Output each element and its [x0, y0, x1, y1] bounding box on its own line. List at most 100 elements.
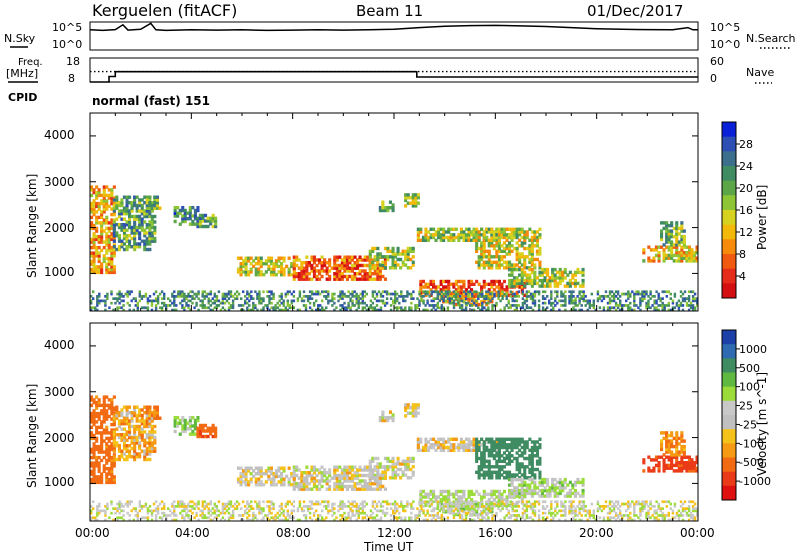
- power-cell: [321, 306, 324, 310]
- velocity-cell: [680, 458, 684, 462]
- velocity-cell: [492, 489, 496, 494]
- velocity-cell: [295, 468, 299, 472]
- velocity-cell: [315, 468, 319, 472]
- power-cell: [692, 251, 696, 255]
- velocity-cell: [530, 454, 534, 458]
- power-cell: [276, 301, 279, 305]
- velocity-cell: [540, 494, 544, 498]
- power-cell: [623, 304, 626, 307]
- power-cell: [513, 299, 516, 303]
- power-cell: [404, 263, 408, 267]
- power-cell: [312, 261, 316, 265]
- velocity-cell: [472, 507, 476, 511]
- power-cell: [608, 308, 612, 311]
- power-cell: [662, 243, 666, 247]
- power-cell: [280, 295, 283, 298]
- velocity-cell: [495, 451, 499, 455]
- power-cell: [485, 255, 489, 259]
- velocity-cell: [95, 420, 99, 424]
- velocity-cell: [520, 495, 524, 499]
- power-cell: [635, 304, 638, 307]
- power-cell: [229, 306, 233, 310]
- power-cell: [387, 292, 391, 296]
- velocity-cell: [695, 466, 698, 470]
- power-cell: [495, 304, 498, 307]
- velocity-cell: [371, 459, 375, 463]
- velocity-cell: [106, 502, 109, 506]
- velocity-cell: [315, 473, 319, 478]
- power-cell: [470, 297, 474, 301]
- velocity-cell: [95, 431, 99, 435]
- velocity-cell: [573, 491, 577, 496]
- velocity-cell: [533, 483, 537, 487]
- velocity-cell: [492, 454, 496, 458]
- velocity-cell: [92, 453, 96, 457]
- velocity-cell: [305, 465, 309, 469]
- power-cell: [462, 308, 466, 311]
- power-cbar-tick-label: 16: [739, 204, 753, 217]
- power-cell: [578, 297, 581, 300]
- power-cell: [475, 246, 479, 251]
- power-cell: [687, 245, 691, 249]
- power-cell: [97, 204, 101, 209]
- velocity-cell: [675, 458, 679, 462]
- velocity-cell: [112, 428, 116, 432]
- velocity-cell: [528, 437, 532, 441]
- velocity-cell: [535, 448, 539, 452]
- velocity-cell: [297, 484, 301, 489]
- velocity-cell: [667, 447, 671, 452]
- velocity-cell: [538, 494, 542, 498]
- power-cell: [483, 297, 486, 300]
- power-cell: [302, 274, 306, 279]
- power-cell: [394, 306, 397, 310]
- power-cell: [452, 290, 456, 294]
- power-cell: [117, 234, 121, 238]
- velocity-cell: [145, 405, 149, 409]
- power-cell: [631, 308, 634, 311]
- nsky-panel-frame: [89, 21, 699, 51]
- velocity-cell: [523, 470, 527, 474]
- velocity-cell: [391, 456, 395, 461]
- power-cell: [675, 226, 679, 231]
- power-cell: [280, 262, 284, 266]
- velocity-cell: [672, 469, 676, 473]
- velocity-cell: [249, 480, 253, 484]
- velocity-cell: [500, 440, 504, 444]
- power-cell: [680, 248, 684, 252]
- velocity-cell: [386, 467, 390, 472]
- velocity-cell: [376, 467, 380, 472]
- power-cell: [105, 226, 109, 231]
- power-cell: [647, 256, 651, 260]
- power-cell: [252, 304, 255, 307]
- power-cell: [505, 263, 509, 267]
- velocity-cell: [371, 456, 375, 461]
- velocity-cell: [449, 510, 453, 514]
- power-cell: [100, 232, 104, 236]
- power-cell: [325, 295, 328, 298]
- power-cell: [661, 297, 664, 300]
- power-cell: [692, 259, 696, 263]
- power-cell: [300, 277, 304, 281]
- power-cell: [487, 297, 490, 300]
- power-cell: [592, 301, 595, 305]
- power-cell: [304, 304, 308, 307]
- velocity-cell: [386, 416, 390, 420]
- power-cell: [102, 185, 106, 189]
- power-cell: [176, 206, 180, 210]
- velocity-cell: [530, 440, 534, 444]
- power-cell: [434, 285, 438, 289]
- power-cell: [665, 290, 668, 294]
- power-cell: [229, 292, 233, 296]
- power-cell: [305, 277, 309, 281]
- freq-panel-frame: [89, 57, 699, 83]
- power-cell: [507, 301, 510, 305]
- power-cell: [653, 299, 656, 303]
- power-cell: [112, 225, 116, 230]
- velocity-cell: [682, 450, 686, 454]
- power-cell: [386, 257, 390, 262]
- power-cell: [165, 304, 168, 307]
- power-cell: [122, 217, 126, 221]
- velocity-cell: [495, 440, 499, 444]
- velocity-cell: [90, 455, 94, 460]
- power-cell: [459, 279, 463, 284]
